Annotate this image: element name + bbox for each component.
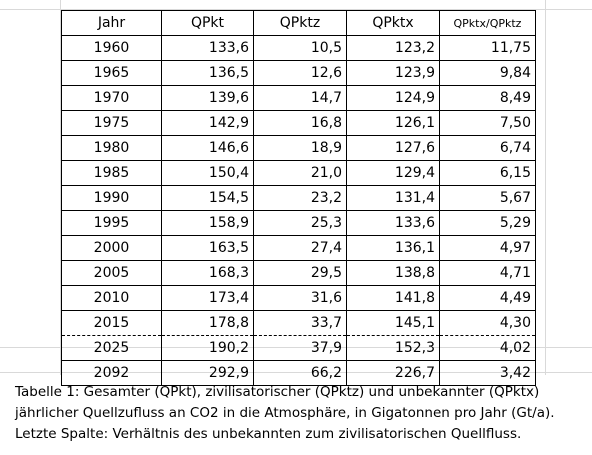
caption-line-3: Letzte Spalte: Verhältnis des unbekannte… xyxy=(15,426,522,442)
year-cell: 1970 xyxy=(61,85,162,111)
header-row: Jahr QPkt QPktz QPktx QPktx/QPktz xyxy=(61,10,536,36)
table-row: 2015 178,8 33,7 145,1 4,30 xyxy=(61,310,536,336)
value-cell: 190,2 xyxy=(161,335,254,361)
data-table: Jahr QPkt QPktz QPktx QPktx/QPktz 1960 13… xyxy=(61,10,536,386)
value-cell: 292,9 xyxy=(161,360,254,386)
value-cell: 18,9 xyxy=(253,135,347,161)
year-cell: 1980 xyxy=(61,135,162,161)
value-cell: 178,8 xyxy=(161,310,254,336)
value-cell: 27,4 xyxy=(253,235,347,261)
value-cell: 7,50 xyxy=(439,110,536,136)
table-row: 1960 133,6 10,5 123,2 11,75 xyxy=(61,35,536,61)
value-cell: 123,2 xyxy=(346,35,440,61)
value-cell: 173,4 xyxy=(161,285,254,311)
value-cell: 33,7 xyxy=(253,310,347,336)
table-body: 1960 133,6 10,5 123,2 11,75 1965 136,5 12,6 123,… xyxy=(61,35,536,386)
year-cell: 2015 xyxy=(61,310,162,336)
value-cell: 158,9 xyxy=(161,210,254,236)
value-cell: 3,42 xyxy=(439,360,536,386)
value-cell: 5,67 xyxy=(439,185,536,211)
year-cell: 2092 xyxy=(61,360,162,386)
value-cell: 136,5 xyxy=(161,60,254,86)
year-cell: 2005 xyxy=(61,260,162,286)
value-cell: 11,75 xyxy=(439,35,536,61)
header-qpkt: QPkt xyxy=(161,10,254,36)
value-cell: 142,9 xyxy=(161,110,254,136)
year-cell: 1975 xyxy=(61,110,162,136)
table-row: 1965 136,5 12,6 123,9 9,84 xyxy=(61,60,536,86)
value-cell: 9,84 xyxy=(439,60,536,86)
value-cell: 133,6 xyxy=(346,210,440,236)
value-cell: 163,5 xyxy=(161,235,254,261)
value-cell: 141,8 xyxy=(346,285,440,311)
header-jahr: Jahr xyxy=(61,10,162,36)
value-cell: 146,6 xyxy=(161,135,254,161)
caption-line-2: jährlicher Quellzufluss an CO2 in die At… xyxy=(15,405,555,421)
value-cell: 129,4 xyxy=(346,160,440,186)
value-cell: 133,6 xyxy=(161,35,254,61)
value-cell: 138,8 xyxy=(346,260,440,286)
value-cell: 6,15 xyxy=(439,160,536,186)
table-row: 2010 173,4 31,6 141,8 4,49 xyxy=(61,285,536,311)
table-row: 2092 292,9 66,2 226,7 3,42 xyxy=(61,360,536,386)
year-cell: 1990 xyxy=(61,185,162,211)
table-row: 1995 158,9 25,3 133,6 5,29 xyxy=(61,210,536,236)
table-row: 1975 142,9 16,8 126,1 7,50 xyxy=(61,110,536,136)
value-cell: 29,5 xyxy=(253,260,347,286)
value-cell: 126,1 xyxy=(346,110,440,136)
value-cell: 23,2 xyxy=(253,185,347,211)
value-cell: 136,1 xyxy=(346,235,440,261)
value-cell: 168,3 xyxy=(161,260,254,286)
value-cell: 8,49 xyxy=(439,85,536,111)
year-cell: 2025 xyxy=(61,335,162,361)
value-cell: 21,0 xyxy=(253,160,347,186)
year-cell: 2000 xyxy=(61,235,162,261)
table-row: 1990 154,5 23,2 131,4 5,67 xyxy=(61,185,536,211)
table-row: 1970 139,6 14,7 124,9 8,49 xyxy=(61,85,536,111)
header-qpktz: QPktz xyxy=(253,10,347,36)
year-cell: 2010 xyxy=(61,285,162,311)
value-cell: 31,6 xyxy=(253,285,347,311)
value-cell: 131,4 xyxy=(346,185,440,211)
value-cell: 124,9 xyxy=(346,85,440,111)
header-ratio: QPktx/QPktz xyxy=(439,10,536,36)
value-cell: 4,71 xyxy=(439,260,536,286)
year-cell: 1995 xyxy=(61,210,162,236)
year-cell: 1985 xyxy=(61,160,162,186)
value-cell: 150,4 xyxy=(161,160,254,186)
value-cell: 10,5 xyxy=(253,35,347,61)
value-cell: 123,9 xyxy=(346,60,440,86)
value-cell: 4,49 xyxy=(439,285,536,311)
caption-line-1: Tabelle 1: Gesamter (QPkt), zivilisatori… xyxy=(15,384,540,400)
table-row: 2025 190,2 37,9 152,3 4,02 xyxy=(61,335,536,361)
table-row: 1985 150,4 21,0 129,4 6,15 xyxy=(61,160,536,186)
value-cell: 5,29 xyxy=(439,210,536,236)
year-cell: 1960 xyxy=(61,35,162,61)
value-cell: 154,5 xyxy=(161,185,254,211)
value-cell: 139,6 xyxy=(161,85,254,111)
value-cell: 14,7 xyxy=(253,85,347,111)
value-cell: 127,6 xyxy=(346,135,440,161)
table-row: 2000 163,5 27,4 136,1 4,97 xyxy=(61,235,536,261)
table-row: 1980 146,6 18,9 127,6 6,74 xyxy=(61,135,536,161)
value-cell: 4,97 xyxy=(439,235,536,261)
value-cell: 25,3 xyxy=(253,210,347,236)
header-qpktx: QPktx xyxy=(346,10,440,36)
value-cell: 145,1 xyxy=(346,310,440,336)
value-cell: 16,8 xyxy=(253,110,347,136)
value-cell: 37,9 xyxy=(253,335,347,361)
value-cell: 226,7 xyxy=(346,360,440,386)
table-row: 2005 168,3 29,5 138,8 4,71 xyxy=(61,260,536,286)
value-cell: 4,02 xyxy=(439,335,536,361)
value-cell: 12,6 xyxy=(253,60,347,86)
value-cell: 152,3 xyxy=(346,335,440,361)
table-caption: Tabelle 1: Gesamter (QPkt), zivilisatori… xyxy=(15,382,590,445)
year-cell: 1965 xyxy=(61,60,162,86)
value-cell: 4,30 xyxy=(439,310,536,336)
value-cell: 6,74 xyxy=(439,135,536,161)
